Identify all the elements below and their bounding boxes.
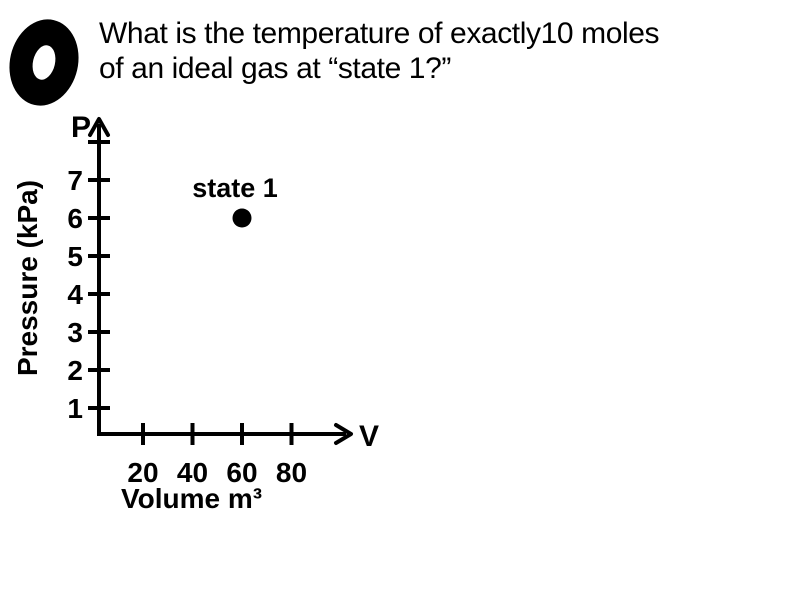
- x-tick-label-40: 40: [177, 457, 208, 488]
- x-tick-label-60: 60: [226, 457, 257, 488]
- y-tick-label-3: 3: [67, 317, 83, 348]
- y-axis-title: Pressure (kPa): [12, 180, 43, 376]
- zero-counter-hole: [29, 42, 59, 83]
- y-tick-label-7: 7: [67, 165, 83, 196]
- question-text: What is the temperature of exactly10 mol…: [99, 16, 660, 86]
- y-tick-label-4: 4: [67, 279, 83, 310]
- x-axis-symbol: V: [359, 420, 379, 453]
- y-tick-label-6: 6: [67, 203, 83, 234]
- y-axis-symbol: P: [71, 111, 91, 144]
- x-tick-label-80: 80: [276, 457, 307, 488]
- y-tick-label-1: 1: [67, 393, 83, 424]
- x-tick-label-20: 20: [127, 457, 158, 488]
- state-1-point: [232, 208, 252, 228]
- x-axis-title: Volume m³: [121, 483, 262, 514]
- state-1-label: state 1: [192, 173, 278, 203]
- zero-decoration: [1, 12, 87, 113]
- question-line-1: What is the temperature of exactly10 mol…: [99, 17, 660, 50]
- y-tick-label-2: 2: [67, 355, 83, 386]
- y-tick-label-5: 5: [67, 241, 83, 272]
- pv-diagram: 1 2 3 4 5 6 7 20 40 60 80 P V Pressure (kPa) Volume m³…: [12, 111, 379, 514]
- question-line-2: of an ideal gas at “state 1?”: [99, 52, 451, 85]
- x-axis-arrow-icon: [334, 423, 353, 445]
- y-axis-arrow-icon: [88, 117, 110, 137]
